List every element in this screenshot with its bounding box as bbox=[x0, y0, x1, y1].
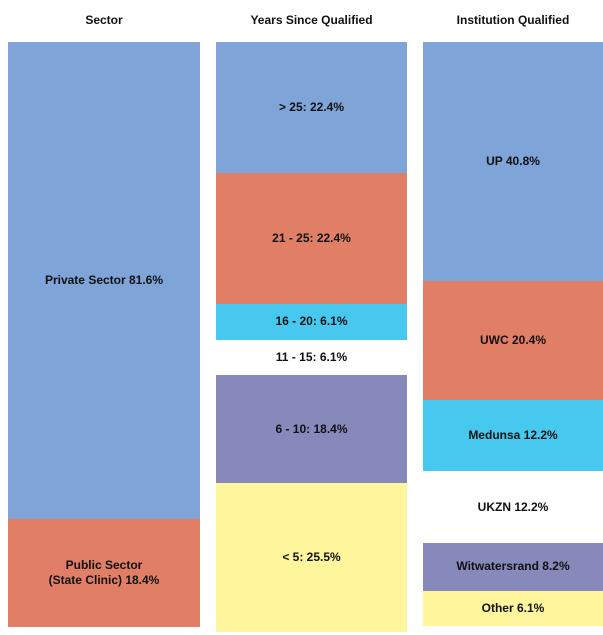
segment-label: Medunsa 12.2% bbox=[468, 428, 558, 443]
segment-label: > 25: 22.4% bbox=[278, 100, 345, 115]
segment-label: 11 - 15: 6.1% bbox=[275, 350, 348, 365]
segment-label: 16 - 20: 6.1% bbox=[275, 314, 348, 329]
segment-label: 6 - 10: 18.4% bbox=[275, 421, 348, 436]
segment-label: Other 6.1% bbox=[481, 601, 545, 616]
segment-label: Witwatersrand 8.2% bbox=[456, 559, 570, 574]
segment-label: UKZN 12.2% bbox=[477, 499, 549, 514]
segment-label: < 5: 25.5% bbox=[282, 550, 341, 565]
segment: UKZN 12.2% bbox=[423, 471, 603, 543]
segment-label: UP 40.8% bbox=[486, 153, 540, 168]
segment: Other 6.1% bbox=[423, 590, 603, 627]
segment-label: UWC 20.4% bbox=[479, 332, 547, 347]
segment: UP 40.8% bbox=[423, 42, 603, 281]
segment: 21 - 25: 22.4% bbox=[216, 173, 407, 305]
segment: Witwatersrand 8.2% bbox=[423, 542, 603, 591]
segment: < 5: 25.5% bbox=[216, 483, 407, 633]
segment: Private Sector 81.6% bbox=[8, 42, 200, 520]
segment: UWC 20.4% bbox=[423, 280, 603, 400]
segment: 11 - 15: 6.1% bbox=[216, 339, 407, 376]
segment: Public Sector (State Clinic) 18.4% bbox=[8, 519, 200, 627]
segment-label: Public Sector (State Clinic) 18.4% bbox=[48, 558, 160, 588]
segment: Medunsa 12.2% bbox=[423, 400, 603, 472]
column-title: Sector bbox=[85, 13, 123, 27]
segment: > 25: 22.4% bbox=[216, 42, 407, 174]
segment: 6 - 10: 18.4% bbox=[216, 375, 407, 484]
segment: 16 - 20: 6.1% bbox=[216, 304, 407, 340]
column-title: Institution Qualified bbox=[456, 13, 570, 27]
segment-label: 21 - 25: 22.4% bbox=[272, 231, 351, 246]
column-title: Years Since Qualified bbox=[250, 13, 373, 27]
segment-label: Private Sector 81.6% bbox=[44, 273, 164, 288]
